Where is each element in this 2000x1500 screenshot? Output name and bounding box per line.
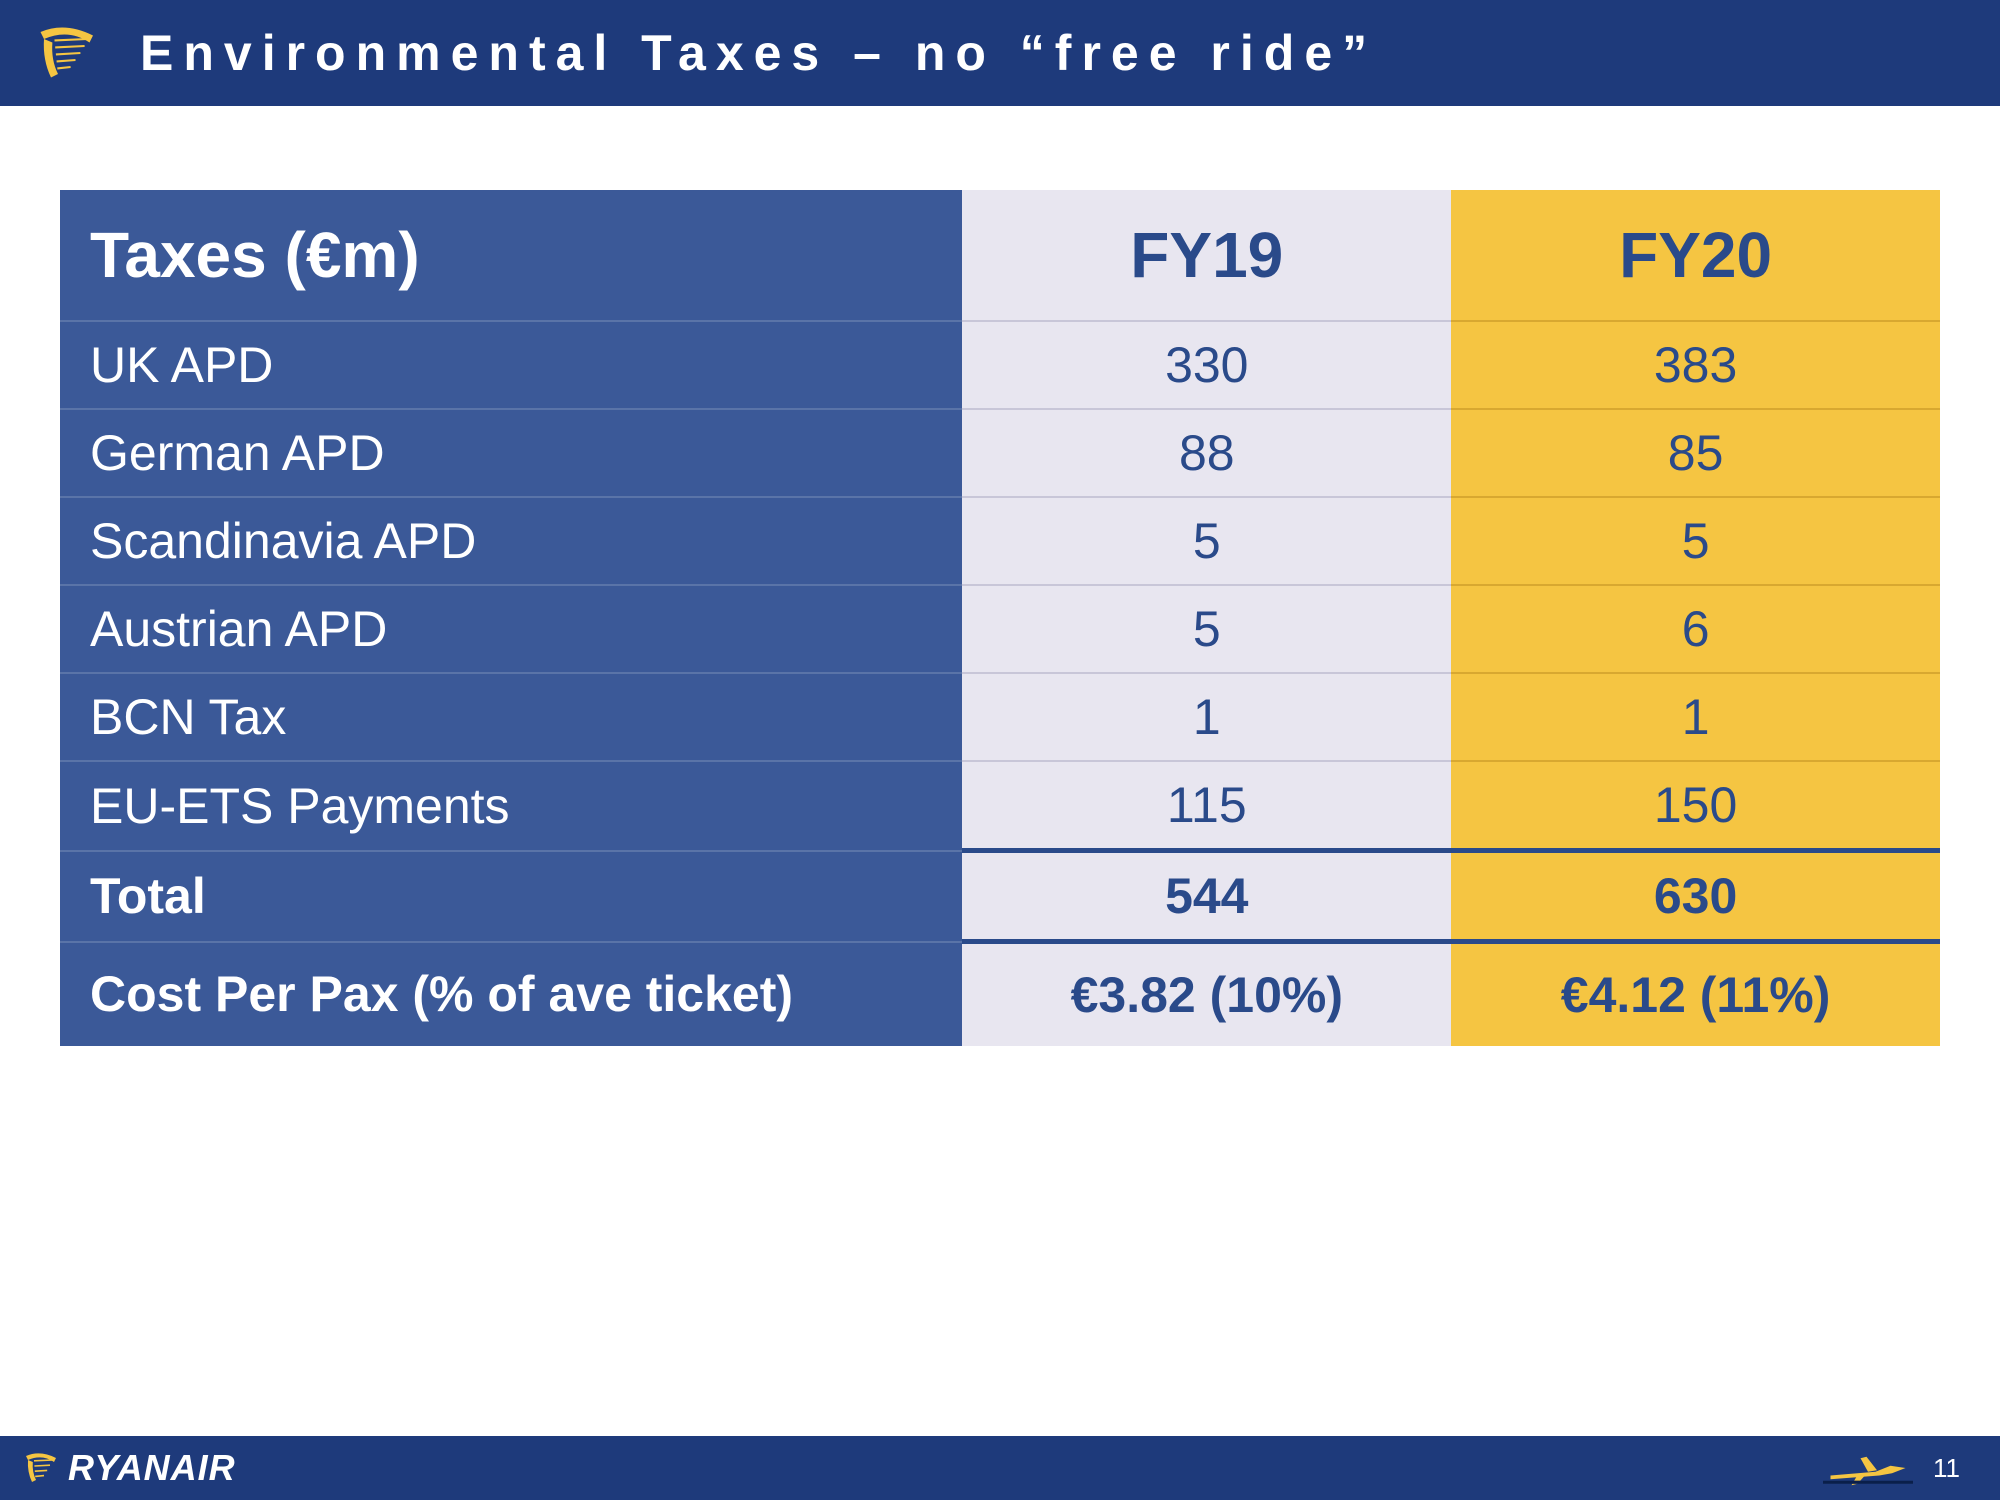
row-value-fy20: 1 xyxy=(1451,673,1940,761)
total-fy20: 630 xyxy=(1451,851,1940,942)
column-header-fy20: FY20 xyxy=(1451,190,1940,321)
table-header-row: Taxes (€m) FY19 FY20 xyxy=(60,190,1940,321)
footer-brand: RYANAIR xyxy=(20,1447,236,1489)
table-row: BCN Tax 1 1 xyxy=(60,673,1940,761)
table-cost-per-pax-row: Cost Per Pax (% of ave ticket) €3.82 (10… xyxy=(60,942,1940,1047)
row-value-fy19: 1 xyxy=(962,673,1451,761)
row-value-fy19: 88 xyxy=(962,409,1451,497)
cpp-fy19: €3.82 (10%) xyxy=(962,942,1451,1047)
footer-right: 11 xyxy=(1823,1448,1960,1488)
harp-logo-icon xyxy=(30,18,100,88)
row-value-fy19: 5 xyxy=(962,585,1451,673)
slide-footer: RYANAIR 11 xyxy=(0,1436,2000,1500)
table-row: EU-ETS Payments 115 150 xyxy=(60,761,1940,851)
row-value-fy19: 330 xyxy=(962,321,1451,409)
row-value-fy20: 6 xyxy=(1451,585,1940,673)
cpp-label: Cost Per Pax (% of ave ticket) xyxy=(60,942,962,1047)
page-number: 11 xyxy=(1933,1453,1960,1484)
airplane-icon xyxy=(1823,1448,1913,1488)
slide-title: Environmental Taxes – no “free ride” xyxy=(140,24,1377,82)
row-label: BCN Tax xyxy=(60,673,962,761)
row-label: German APD xyxy=(60,409,962,497)
row-value-fy20: 383 xyxy=(1451,321,1940,409)
table-row: UK APD 330 383 xyxy=(60,321,1940,409)
row-label: UK APD xyxy=(60,321,962,409)
row-value-fy19: 115 xyxy=(962,761,1451,851)
table-title-cell: Taxes (€m) xyxy=(60,190,962,321)
table-total-row: Total 544 630 xyxy=(60,851,1940,942)
column-header-fy19: FY19 xyxy=(962,190,1451,321)
slide-header: Environmental Taxes – no “free ride” xyxy=(0,0,2000,110)
row-value-fy19: 5 xyxy=(962,497,1451,585)
row-label: Scandinavia APD xyxy=(60,497,962,585)
row-value-fy20: 150 xyxy=(1451,761,1940,851)
table-row: Scandinavia APD 5 5 xyxy=(60,497,1940,585)
slide-content: Taxes (€m) FY19 FY20 UK APD 330 383 Germ… xyxy=(0,110,2000,1086)
row-value-fy20: 5 xyxy=(1451,497,1940,585)
total-label: Total xyxy=(60,851,962,942)
table-row: Austrian APD 5 6 xyxy=(60,585,1940,673)
cpp-fy20: €4.12 (11%) xyxy=(1451,942,1940,1047)
taxes-table: Taxes (€m) FY19 FY20 UK APD 330 383 Germ… xyxy=(60,190,1940,1046)
footer-brand-text: RYANAIR xyxy=(68,1447,236,1489)
row-value-fy20: 85 xyxy=(1451,409,1940,497)
row-label: Austrian APD xyxy=(60,585,962,673)
table-row: German APD 88 85 xyxy=(60,409,1940,497)
total-fy19: 544 xyxy=(962,851,1451,942)
harp-logo-small-icon xyxy=(20,1448,60,1488)
row-label: EU-ETS Payments xyxy=(60,761,962,851)
